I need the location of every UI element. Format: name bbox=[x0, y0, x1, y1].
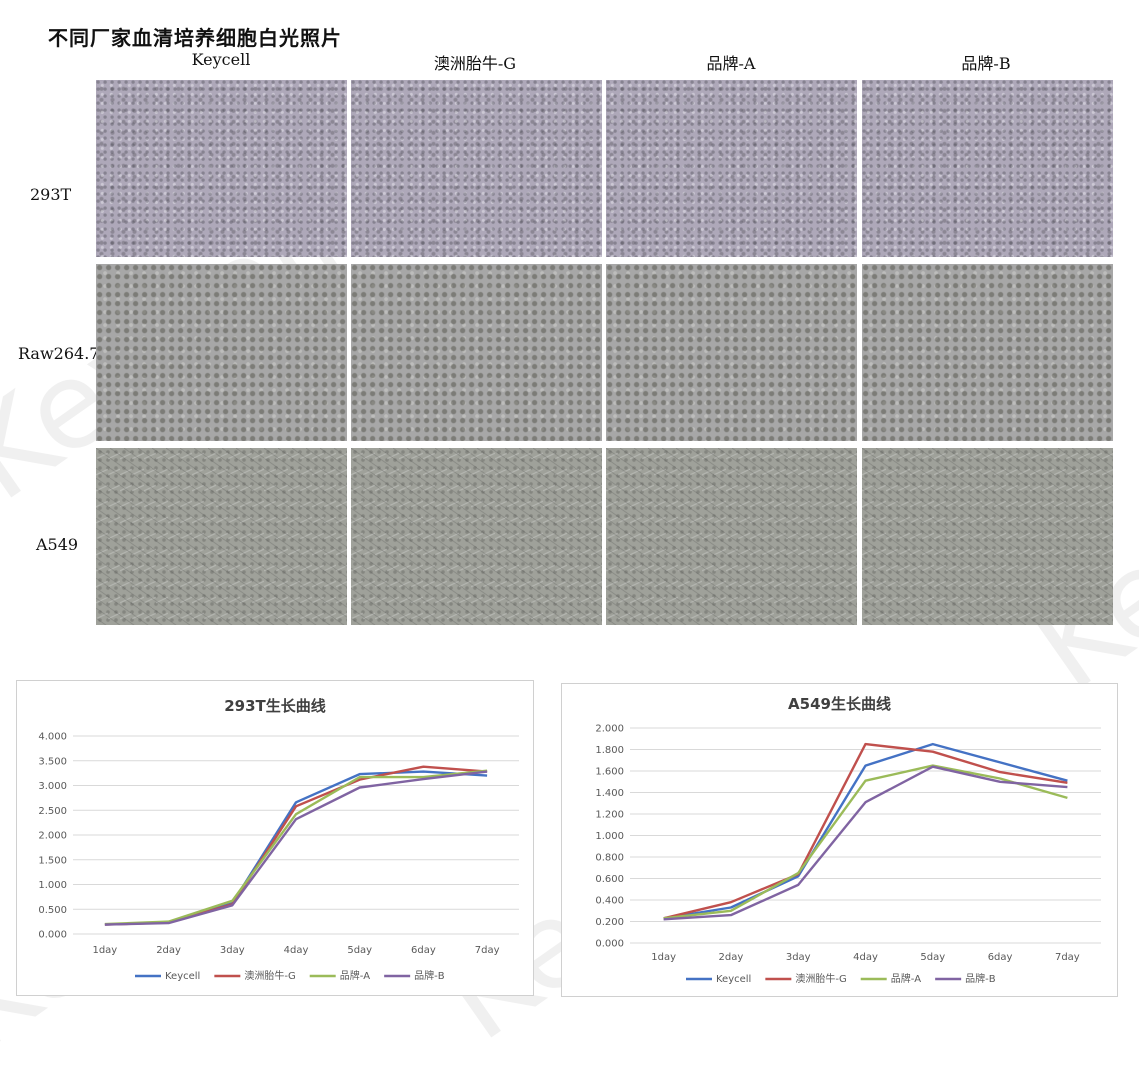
y-tick-label: 1.000 bbox=[38, 880, 67, 891]
x-tick-label: 7day bbox=[1055, 952, 1080, 963]
y-tick-label: 0.800 bbox=[595, 853, 624, 864]
micrograph-raw2647-keycell bbox=[96, 264, 347, 441]
x-tick-label: 2day bbox=[156, 945, 181, 956]
series-line bbox=[663, 742, 1068, 920]
micrograph-a549-australia-g bbox=[351, 448, 602, 625]
x-tick-label: 5day bbox=[347, 945, 372, 956]
y-tick-label: 0.400 bbox=[595, 896, 624, 907]
micrograph-raw2647-australia-g bbox=[351, 264, 602, 441]
x-tick-label: 7day bbox=[475, 945, 500, 956]
y-tick-label: 1.600 bbox=[595, 767, 624, 778]
legend-label: 澳洲胎牛-G bbox=[244, 969, 295, 982]
x-tick-label: 4day bbox=[284, 945, 309, 956]
chart-title: A549生长曲线 bbox=[788, 695, 891, 713]
micrograph-raw2647-brand-a bbox=[606, 264, 857, 441]
legend-label: 品牌-B bbox=[965, 972, 996, 985]
y-tick-label: 3.000 bbox=[38, 781, 67, 792]
series-line bbox=[104, 765, 488, 926]
column-header-brand-a: 品牌-A bbox=[706, 54, 756, 73]
micrograph-293t-keycell bbox=[96, 80, 347, 257]
series-line bbox=[104, 769, 488, 926]
y-tick-label: 2.000 bbox=[38, 831, 67, 842]
y-tick-label: 1.200 bbox=[595, 810, 624, 821]
y-tick-label: 0.000 bbox=[595, 939, 624, 950]
legend-label: 品牌-B bbox=[414, 969, 445, 982]
chart-title: 293T生长曲线 bbox=[224, 697, 326, 715]
x-tick-label: 1day bbox=[92, 945, 117, 956]
x-tick-label: 3day bbox=[786, 952, 811, 963]
column-header-australia-g: 澳洲胎牛-G bbox=[433, 54, 517, 73]
legend-label: 品牌-A bbox=[340, 969, 371, 982]
series-line bbox=[663, 742, 1068, 920]
series-line bbox=[663, 764, 1068, 920]
micrograph-293t-brand-b bbox=[862, 80, 1113, 257]
column-header-keycell: Keycell bbox=[191, 50, 251, 69]
x-tick-label: 6day bbox=[988, 952, 1013, 963]
series-line bbox=[104, 770, 488, 926]
legend-label: 品牌-A bbox=[891, 972, 922, 985]
y-tick-label: 2.000 bbox=[595, 724, 624, 735]
micrograph-293t-brand-a bbox=[606, 80, 857, 257]
y-tick-label: 1.400 bbox=[595, 788, 624, 799]
series-line bbox=[104, 770, 488, 926]
x-tick-label: 5day bbox=[920, 952, 945, 963]
column-header-brand-b: 品牌-B bbox=[961, 54, 1011, 73]
row-label-293t: 293T bbox=[30, 185, 72, 204]
micrograph-raw2647-brand-b bbox=[862, 264, 1113, 441]
x-tick-label: 4day bbox=[853, 952, 878, 963]
y-tick-label: 1.500 bbox=[38, 855, 67, 866]
y-tick-label: 0.600 bbox=[595, 874, 624, 885]
x-tick-label: 3day bbox=[220, 945, 245, 956]
legend-label: Keycell bbox=[716, 974, 751, 985]
y-tick-label: 0.200 bbox=[595, 917, 624, 928]
x-tick-label: 2day bbox=[719, 952, 744, 963]
y-tick-label: 0.000 bbox=[38, 930, 67, 941]
y-tick-label: 3.500 bbox=[38, 756, 67, 767]
row-label-a549: A549 bbox=[36, 535, 79, 554]
y-tick-label: 1.000 bbox=[595, 831, 624, 842]
micrograph-293t-australia-g bbox=[351, 80, 602, 257]
y-tick-label: 0.500 bbox=[38, 905, 67, 916]
x-tick-label: 1day bbox=[651, 952, 676, 963]
x-tick-label: 6day bbox=[411, 945, 436, 956]
chart-a549-growth: A549生长曲线 0.000 0.200 0.400 0.600 0.800 1.000 1.… bbox=[561, 683, 1118, 997]
series-line bbox=[663, 765, 1068, 921]
chart-a549-svg: A549生长曲线 0.000 0.200 0.400 0.600 0.800 1.000 1.… bbox=[595, 695, 1101, 985]
chart-293t-svg: 293T生长曲线 0.000 0.500 1.000 1.500 2.000 2.500 3.… bbox=[38, 697, 519, 982]
y-tick-label: 1.800 bbox=[595, 745, 624, 756]
micrograph-a549-keycell bbox=[96, 448, 347, 625]
micrograph-a549-brand-a bbox=[606, 448, 857, 625]
chart-293t-growth: 293T生长曲线 0.000 0.500 1.000 1.500 2.000 2.500 3.… bbox=[16, 680, 534, 996]
micrograph-a549-brand-b bbox=[862, 448, 1113, 625]
legend-label: Keycell bbox=[165, 971, 200, 982]
row-label-raw2647: Raw264.7 bbox=[18, 344, 100, 363]
y-tick-label: 2.500 bbox=[38, 806, 67, 817]
page-title: 不同厂家血清培养细胞白光照片 bbox=[48, 26, 342, 50]
y-tick-label: 4.000 bbox=[38, 732, 67, 743]
legend-label: 澳洲胎牛-G bbox=[795, 972, 846, 985]
